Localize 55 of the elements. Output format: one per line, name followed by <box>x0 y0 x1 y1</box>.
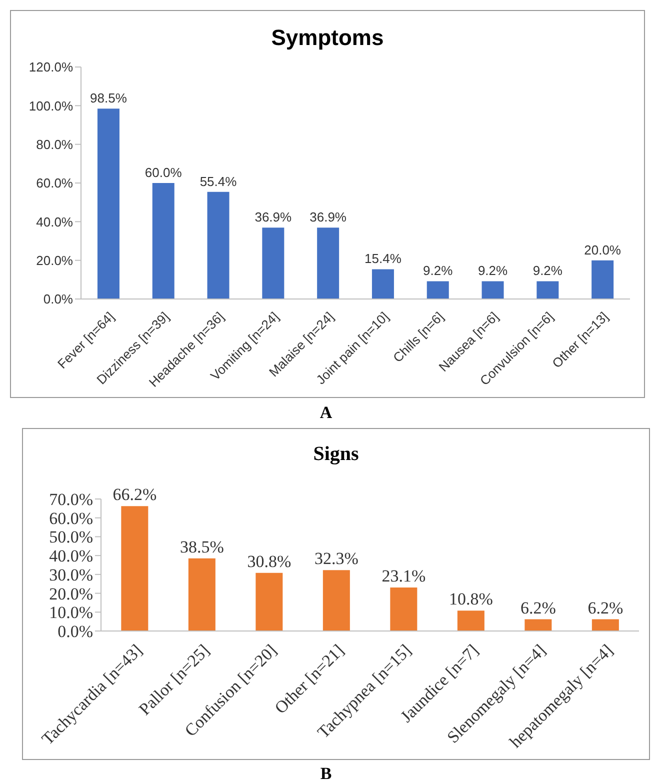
data-label: 23.1% <box>382 566 426 586</box>
data-label: 38.5% <box>180 537 224 556</box>
data-label: 60.0% <box>144 165 182 180</box>
data-label: 9.2% <box>423 263 454 278</box>
chart-title: Symptoms <box>270 25 385 52</box>
bar <box>390 587 418 631</box>
y-tick-label: 60.0% <box>49 508 93 528</box>
bar <box>262 228 284 299</box>
y-tick-label: 0.0% <box>58 622 93 642</box>
data-label: 66.2% <box>112 485 157 504</box>
bar <box>97 108 120 299</box>
y-tick-label: 40.0% <box>49 546 93 566</box>
y-tick-label: 50.0% <box>49 528 93 547</box>
bar <box>592 260 614 299</box>
bar <box>256 572 283 631</box>
y-tick-label: 120.0% <box>28 60 74 75</box>
data-label: 9.2% <box>478 263 508 278</box>
data-label: 9.2% <box>532 263 563 278</box>
text: B <box>319 764 333 782</box>
data-label: 10.8% <box>448 590 493 609</box>
y-tick-label: 60.0% <box>36 176 74 191</box>
bar <box>317 228 340 299</box>
bar <box>207 192 230 299</box>
data-label: 32.3% <box>314 549 358 568</box>
bar <box>536 281 559 299</box>
bar <box>592 619 619 631</box>
bar <box>322 570 350 631</box>
bar <box>152 183 174 299</box>
bar <box>482 281 504 299</box>
data-label: 98.5% <box>90 90 128 106</box>
bar <box>372 269 394 299</box>
bar <box>457 610 484 631</box>
y-tick-label: 80.0% <box>36 136 74 152</box>
y-tick-label: 20.0% <box>36 252 74 268</box>
y-tick-label: 100.0% <box>28 98 74 114</box>
y-tick-label: 70.0% <box>49 490 93 510</box>
y-tick-label: 10.0% <box>49 603 93 622</box>
bar <box>426 281 449 299</box>
y-tick-label: 0.0% <box>43 292 74 307</box>
text: A <box>318 403 334 423</box>
chart-title: Signs <box>312 443 360 467</box>
y-tick-label: 20.0% <box>49 584 93 604</box>
data-label: 36.9% <box>254 210 292 225</box>
bar <box>524 619 552 631</box>
y-tick-label: 30.0% <box>49 565 93 584</box>
data-label: 30.8% <box>247 552 292 571</box>
bar <box>188 558 216 631</box>
data-label: 55.4% <box>200 174 238 189</box>
data-label: 6.2% <box>520 598 556 618</box>
data-label: 36.9% <box>310 210 347 225</box>
data-label: 15.4% <box>364 251 402 266</box>
bar <box>121 506 148 631</box>
y-tick-label: 40.0% <box>36 214 74 230</box>
data-label: 6.2% <box>588 598 624 618</box>
data-label: 20.0% <box>584 242 622 258</box>
